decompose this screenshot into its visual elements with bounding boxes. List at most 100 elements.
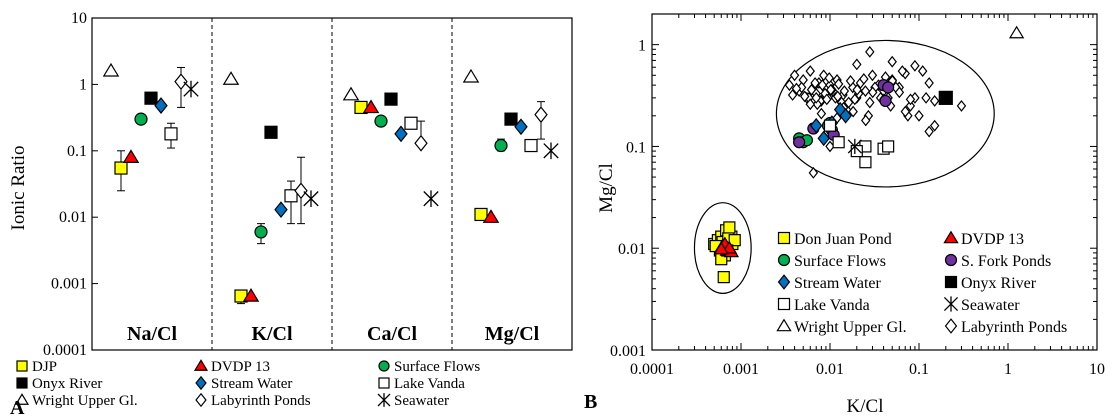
legend-label: DVDP 13 <box>211 359 270 375</box>
data-point <box>789 69 800 82</box>
legend-label: DVDP 13 <box>961 231 1024 248</box>
data-point <box>122 149 140 163</box>
legend-marker <box>14 393 30 405</box>
data-point <box>887 55 897 68</box>
data-point <box>504 112 518 126</box>
data-point <box>817 130 830 147</box>
legend-marker <box>378 360 390 372</box>
panel-a-y-tick-label: 1 <box>79 76 87 93</box>
legend-marker <box>195 392 207 408</box>
data-point <box>905 93 916 106</box>
data-point <box>134 112 148 126</box>
data-point <box>917 65 928 77</box>
data-point <box>809 117 823 134</box>
data-point <box>938 90 953 105</box>
data-point <box>793 136 806 149</box>
data-point <box>865 45 875 58</box>
data-point <box>879 94 892 108</box>
data-point <box>865 96 875 109</box>
panel-b-x-tick-label: 1 <box>1004 361 1012 378</box>
data-point <box>102 62 120 77</box>
data-point <box>832 136 845 149</box>
legend-label: Onyx River <box>961 275 1037 292</box>
data-point <box>924 77 934 89</box>
data-point <box>824 72 834 84</box>
data-point <box>183 80 199 98</box>
data-point <box>114 161 128 175</box>
panel-a: 10 1 0.1 0.01 0.001 0.0001 Na/Cl K/Cl Ca/Cl Mg/Cl… <box>8 10 573 419</box>
legend-marker <box>944 275 958 289</box>
data-point <box>514 118 528 136</box>
panel-a-y-tick-label: 10 <box>71 10 87 27</box>
data-point <box>462 68 480 83</box>
data-point <box>717 271 730 284</box>
panel-b-y-axis-title: Mg/Cl <box>596 163 617 213</box>
legend-label: Stream Water <box>794 275 882 292</box>
data-point <box>812 98 823 111</box>
panel-a-y-tick-label: 0.1 <box>67 143 87 160</box>
data-point <box>404 116 418 130</box>
legend-marker <box>944 318 958 334</box>
cluster-ellipse <box>775 39 995 188</box>
panel-b-x-tick-label: 0.1 <box>909 361 929 378</box>
data-point <box>882 140 895 153</box>
panel-a-group-label: Mg/Cl <box>485 323 540 345</box>
panel-a-letter: A <box>10 397 25 419</box>
legend-marker <box>378 377 390 389</box>
data-point <box>850 144 863 158</box>
data-point <box>921 91 931 104</box>
data-point <box>852 83 862 96</box>
data-point <box>859 73 869 85</box>
panel-b-y-tick-label: 0.001 <box>610 343 646 360</box>
panel-a-y-tick-label: 0.01 <box>59 209 87 226</box>
data-point <box>839 85 850 97</box>
data-point <box>494 138 508 153</box>
data-point <box>524 138 538 153</box>
data-point <box>860 85 871 97</box>
data-point <box>860 114 871 127</box>
panel-b-x-axis-title: K/Cl <box>847 396 884 417</box>
legend-label: Stream Water <box>211 376 292 392</box>
panel-b-x-tick-label: 0.001 <box>723 361 759 378</box>
data-point <box>174 73 188 91</box>
data-point <box>723 221 736 234</box>
legend-label: S. Fork Ponds <box>961 253 1051 270</box>
data-point <box>805 98 815 111</box>
data-point <box>805 65 815 77</box>
panel-b-annotations <box>693 39 995 294</box>
panel-b-marks <box>708 25 1025 284</box>
panel-a-y-axis-title: Ionic Ratio <box>8 146 29 231</box>
data-point <box>848 105 858 118</box>
legend-marker <box>377 393 391 407</box>
panel-b-plot-frame <box>651 13 1098 351</box>
data-point <box>482 209 500 223</box>
data-point <box>374 114 388 128</box>
data-point <box>394 125 408 143</box>
data-point <box>154 97 168 114</box>
legend-marker <box>777 231 791 245</box>
data-point <box>823 119 837 132</box>
legend-marker <box>777 297 791 311</box>
data-point <box>816 107 827 120</box>
legend-label: Wright Upper Gl. <box>794 319 907 336</box>
data-point <box>845 75 856 87</box>
legend-marker <box>776 318 792 332</box>
data-point <box>924 125 934 138</box>
data-point <box>294 182 308 200</box>
data-point <box>787 89 798 101</box>
panel-b-x-tick-label: 10 <box>1089 361 1105 378</box>
data-point <box>810 77 820 89</box>
panel-b-letter: B <box>584 391 597 413</box>
data-point <box>543 142 559 160</box>
legend-label: Surface Flows <box>394 359 480 375</box>
legend-marker <box>195 375 207 391</box>
legend-marker <box>777 253 791 267</box>
data-point <box>811 91 821 104</box>
legend-marker <box>193 359 209 371</box>
data-point <box>867 69 878 82</box>
legend-label: Seawater <box>394 393 449 409</box>
data-point <box>342 86 360 101</box>
